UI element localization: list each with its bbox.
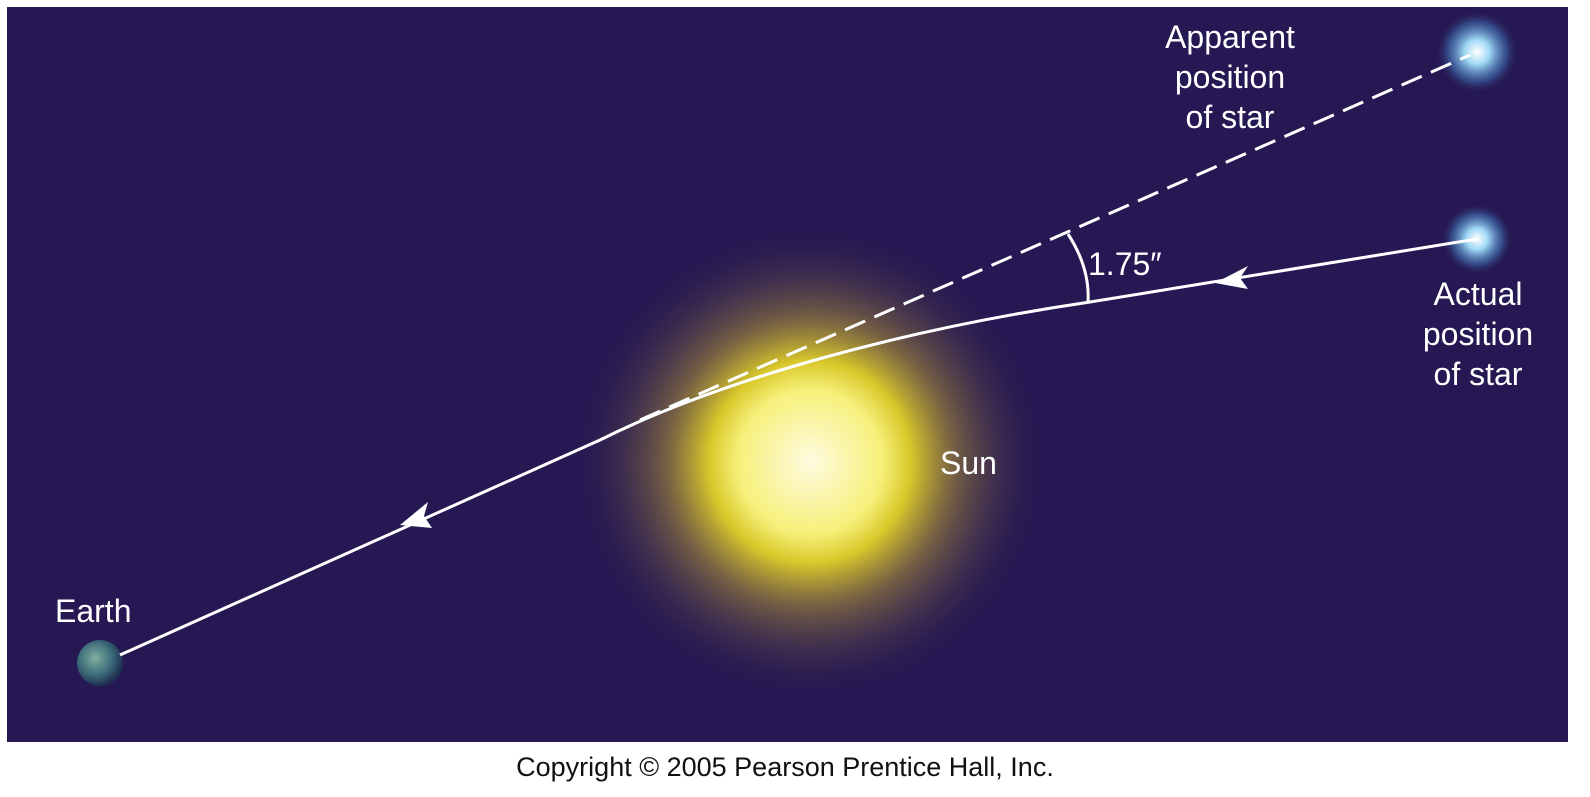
earth-label: Earth xyxy=(55,593,131,629)
label: Actual xyxy=(1434,276,1523,312)
sun xyxy=(570,222,1050,702)
label: of star xyxy=(1186,99,1275,135)
label: position xyxy=(1175,59,1285,95)
apparent-star xyxy=(1435,10,1519,94)
earth xyxy=(77,640,123,686)
arrow xyxy=(400,502,432,528)
label: position xyxy=(1423,316,1533,352)
copyright: Copyright © 2005 Pearson Prentice Hall, … xyxy=(516,752,1054,782)
angle-label: 1.75″ xyxy=(1088,246,1162,282)
arrow xyxy=(1215,266,1248,289)
label: Apparent xyxy=(1165,19,1295,55)
apparent-line xyxy=(639,53,1471,422)
label: of star xyxy=(1434,356,1523,392)
light-path xyxy=(119,237,1478,657)
angle-arc xyxy=(1066,233,1090,303)
sun-label: Sun xyxy=(940,445,997,481)
